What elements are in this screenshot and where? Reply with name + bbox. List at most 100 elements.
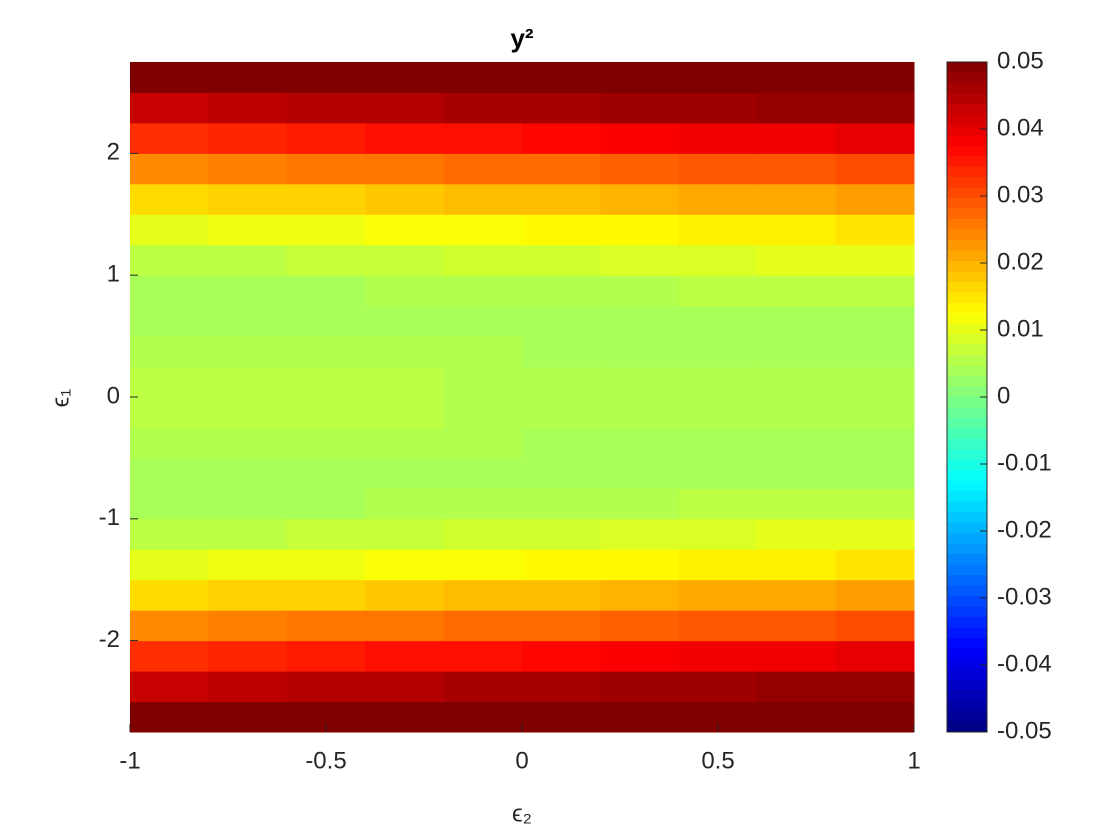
heatmap-cell	[678, 488, 758, 520]
heatmap-cell	[678, 275, 758, 307]
heatmap-cell	[286, 549, 366, 581]
heatmap-cell	[757, 275, 837, 307]
x-tick-label: -0.5	[305, 747, 346, 774]
heatmap-cell	[365, 305, 445, 337]
heatmap-cell	[130, 701, 209, 733]
heatmap-cell	[522, 214, 601, 246]
heatmap-cell	[835, 488, 915, 520]
heatmap-cell	[678, 183, 758, 215]
heatmap-cell	[286, 397, 366, 428]
heatmap-cell	[522, 305, 601, 337]
heatmap-cell	[130, 610, 209, 642]
x-tick-label: -1	[119, 747, 140, 774]
heatmap-cell	[130, 275, 209, 307]
heatmap-cell	[600, 518, 680, 550]
colorbar-tick-label: 0.01	[997, 315, 1044, 342]
heatmap-cell	[835, 701, 915, 733]
x-tick-label: 0	[515, 747, 528, 774]
heatmap-cell	[365, 610, 445, 642]
heatmap-cell	[600, 275, 680, 307]
heatmap-cell	[130, 244, 209, 276]
heatmap-cell	[600, 701, 680, 733]
heatmap-cell	[208, 366, 288, 398]
heatmap-cell	[208, 640, 288, 672]
heatmap-cell	[522, 488, 601, 520]
heatmap-cell	[443, 579, 523, 611]
heatmap-cell	[130, 305, 209, 337]
heatmap-cell	[208, 397, 288, 428]
heatmap-cell	[365, 549, 445, 581]
heatmap-cell	[286, 244, 366, 276]
heatmap-cell	[678, 579, 758, 611]
heatmap-cell	[757, 427, 837, 459]
heatmap-cell	[757, 518, 837, 550]
heatmap-cell	[130, 122, 209, 154]
heatmap-cell	[678, 92, 758, 124]
heatmap-cell	[522, 701, 601, 733]
heatmap-cell	[130, 366, 209, 398]
heatmap-cell	[443, 62, 523, 93]
heatmap-cell	[522, 427, 601, 459]
heatmap-cell	[757, 214, 837, 246]
heatmap-cell	[835, 275, 915, 307]
heatmap-cell	[443, 336, 523, 368]
heatmap-cell	[443, 244, 523, 276]
colorbar-tick-label: 0.02	[997, 248, 1044, 275]
heatmap-cell	[286, 640, 366, 672]
heatmap-cell	[365, 275, 445, 307]
heatmap-cell	[286, 457, 366, 489]
heatmap-cell	[286, 305, 366, 337]
heatmap-cell	[443, 640, 523, 672]
heatmap-cell	[365, 640, 445, 672]
heatmap-cell	[286, 183, 366, 215]
heatmap-cell	[130, 153, 209, 185]
heatmap-cell	[757, 701, 837, 733]
heatmap-cell	[678, 457, 758, 489]
heatmap-cell	[286, 122, 366, 154]
heatmap-cell	[522, 610, 601, 642]
heatmap-cell	[757, 62, 837, 93]
heatmap-cell	[600, 214, 680, 246]
heatmap-cell	[678, 549, 758, 581]
heatmap-cell	[208, 305, 288, 337]
heatmap-cell	[835, 244, 915, 276]
heatmap-cell	[757, 579, 837, 611]
heatmap-cell	[208, 62, 288, 93]
heatmap-cell	[443, 183, 523, 215]
heatmap-cell	[130, 457, 209, 489]
heatmap-cell	[522, 92, 601, 124]
heatmap-cell	[600, 366, 680, 398]
heatmap-cell	[678, 244, 758, 276]
heatmap-cell	[678, 671, 758, 703]
heatmap-cell	[835, 366, 915, 398]
heatmap-cell	[208, 610, 288, 642]
heatmap-cell	[365, 457, 445, 489]
heatmap-cell	[286, 579, 366, 611]
heatmap-cell	[678, 336, 758, 368]
heatmap-cell	[757, 488, 837, 520]
y-tick-label: 2	[107, 139, 120, 166]
heatmap-cell	[757, 305, 837, 337]
heatmap-cell	[522, 244, 601, 276]
heatmap-cell	[443, 518, 523, 550]
heatmap-cell	[600, 397, 680, 428]
heatmap-cell	[522, 366, 601, 398]
heatmap-cell	[130, 427, 209, 459]
heatmap-cell	[286, 518, 366, 550]
heatmap-cell	[365, 153, 445, 185]
heatmap-cell	[678, 518, 758, 550]
heatmap-cell	[443, 549, 523, 581]
heatmap-cell	[757, 610, 837, 642]
heatmap-cell	[443, 671, 523, 703]
heatmap-cell	[835, 610, 915, 642]
colorbar-tick-label: -0.04	[997, 650, 1052, 677]
heatmap-cell	[835, 305, 915, 337]
heatmap-cell	[835, 579, 915, 611]
colorbar-tick-label: 0.03	[997, 181, 1044, 208]
heatmap-cell	[757, 153, 837, 185]
heatmap-cell	[600, 305, 680, 337]
heatmap-cell	[443, 457, 523, 489]
heatmap-cell	[286, 275, 366, 307]
heatmap-cell	[130, 488, 209, 520]
